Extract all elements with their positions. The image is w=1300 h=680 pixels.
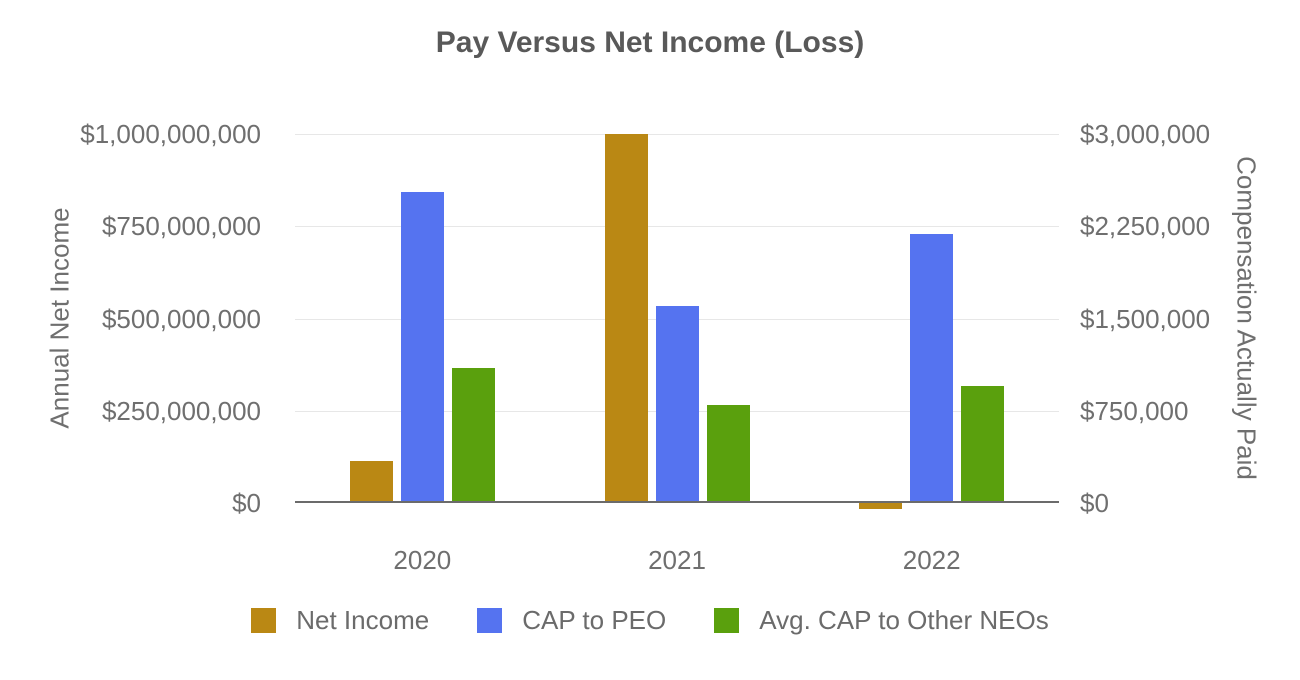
legend-label: CAP to PEO [522,605,667,635]
chart-title: Pay Versus Net Income (Loss) [435,26,865,59]
plot-area [295,134,1059,509]
legend-item-avg-cap-to-other-neos: Avg. CAP to Other NEOs [714,605,1049,636]
bar-cap-to-peo-2022 [910,233,954,503]
right-axis-tick: $3,000,000 [1080,119,1211,149]
left-axis-tick: $250,000,000 [101,395,261,426]
right-axis-tick: $0 [1080,488,1109,518]
right-axis-tick: $2,250,000 [1080,211,1211,242]
legend: Net Income CAP to PEO Avg. CAP to Other NE… [0,605,1300,636]
bar-cap-to-peo-2020 [400,191,444,503]
bar-avg-cap-to-other-neos-2021 [706,404,750,503]
bar-net-income-2020 [349,460,393,503]
legend-item-net-income: Net Income [251,605,429,636]
right-axis-tick: $1,500,000 [1080,303,1211,334]
left-axis-tick: $1,000,000,000 [80,119,261,149]
right-axis-title: Compensation Actually Paid [1231,156,1262,480]
x-axis-line [295,501,1059,503]
left-axis-tick: $500,000,000 [101,303,261,334]
legend-item-cap-to-peo: CAP to PEO [477,605,666,636]
left-axis-tick: $750,000,000 [101,211,261,242]
x-axis-label: 2021 [648,545,706,575]
legend-swatch-icon [477,608,503,633]
left-axis-tick: $0 [232,488,261,518]
legend-swatch-icon [714,608,740,633]
x-axis-label: 2020 [393,545,452,575]
bar-net-income-2022 [859,503,903,509]
gridline [295,226,1059,228]
legend-label: Net Income [296,605,430,635]
legend-swatch-icon [251,608,277,633]
gridline [295,134,1059,135]
bar-net-income-2021 [604,134,648,503]
legend-label: Avg. CAP to Other NEOs [759,605,1049,635]
bar-cap-to-peo-2021 [655,306,699,503]
bar-avg-cap-to-other-neos-2020 [451,367,495,503]
right-axis-tick: $750,000 [1080,395,1189,426]
bar-avg-cap-to-other-neos-2022 [961,386,1005,503]
x-axis-label: 2022 [902,545,961,575]
